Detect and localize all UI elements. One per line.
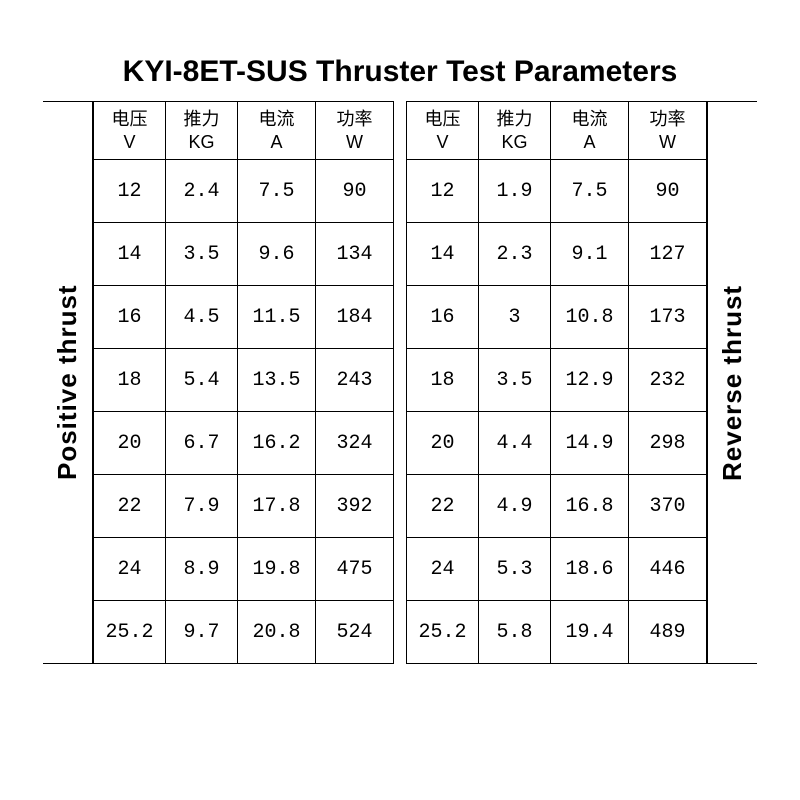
table-cell: 11.5	[238, 286, 316, 349]
column-header: 电流A	[551, 102, 629, 160]
table-cell: 392	[316, 475, 394, 538]
table-cell: 13.5	[238, 349, 316, 412]
table-cell: 12	[94, 160, 166, 223]
table-row: 143.59.6134	[94, 223, 394, 286]
table-row: 204.414.9298	[407, 412, 707, 475]
table-cell: 7.5	[551, 160, 629, 223]
column-header: 功率W	[629, 102, 707, 160]
table-cell: 3.5	[166, 223, 238, 286]
table-cell: 16	[94, 286, 166, 349]
table-header-row: 电压V推力KG电流A功率W	[407, 102, 707, 160]
table-cell: 25.2	[94, 601, 166, 664]
table-cell: 298	[629, 412, 707, 475]
table-row: 224.916.8370	[407, 475, 707, 538]
table-cell: 10.8	[551, 286, 629, 349]
table-cell: 20	[407, 412, 479, 475]
reverse-block: 电压V推力KG电流A功率W 121.97.590142.39.112716310…	[406, 101, 757, 664]
table-cell: 18.6	[551, 538, 629, 601]
column-header: 推力KG	[479, 102, 551, 160]
table-cell: 19.8	[238, 538, 316, 601]
tables-container: Positive thrust 电压V推力KG电流A功率W 122.47.590…	[20, 101, 780, 664]
table-cell: 475	[316, 538, 394, 601]
table-cell: 12.9	[551, 349, 629, 412]
table-cell: 134	[316, 223, 394, 286]
table-row: 122.47.590	[94, 160, 394, 223]
table-cell: 524	[316, 601, 394, 664]
column-header: 电流A	[238, 102, 316, 160]
table-cell: 173	[629, 286, 707, 349]
table-row: 164.511.5184	[94, 286, 394, 349]
table-cell: 16.8	[551, 475, 629, 538]
table-cell: 9.6	[238, 223, 316, 286]
table-cell: 4.4	[479, 412, 551, 475]
table-cell: 243	[316, 349, 394, 412]
column-header: 电压V	[94, 102, 166, 160]
table-cell: 14	[407, 223, 479, 286]
table-row: 227.917.8392	[94, 475, 394, 538]
table-row: 25.25.819.4489	[407, 601, 707, 664]
table-cell: 16	[407, 286, 479, 349]
table-cell: 7.5	[238, 160, 316, 223]
table-cell: 184	[316, 286, 394, 349]
table-row: 25.29.720.8524	[94, 601, 394, 664]
positive-table: 电压V推力KG电流A功率W 122.47.590143.59.6134164.5…	[93, 101, 394, 664]
table-header-row: 电压V推力KG电流A功率W	[94, 102, 394, 160]
table-cell: 5.3	[479, 538, 551, 601]
table-cell: 20	[94, 412, 166, 475]
table-cell: 22	[407, 475, 479, 538]
table-cell: 7.9	[166, 475, 238, 538]
table-cell: 14	[94, 223, 166, 286]
table-cell: 4.9	[479, 475, 551, 538]
table-row: 121.97.590	[407, 160, 707, 223]
table-cell: 9.7	[166, 601, 238, 664]
table-row: 142.39.1127	[407, 223, 707, 286]
table-row: 185.413.5243	[94, 349, 394, 412]
table-cell: 2.3	[479, 223, 551, 286]
table-cell: 127	[629, 223, 707, 286]
table-cell: 446	[629, 538, 707, 601]
table-cell: 24	[407, 538, 479, 601]
column-header: 电压V	[407, 102, 479, 160]
positive-thrust-label: Positive thrust	[43, 101, 93, 664]
column-header: 推力KG	[166, 102, 238, 160]
table-cell: 25.2	[407, 601, 479, 664]
table-cell: 8.9	[166, 538, 238, 601]
table-cell: 19.4	[551, 601, 629, 664]
table-cell: 24	[94, 538, 166, 601]
table-cell: 3.5	[479, 349, 551, 412]
table-row: 248.919.8475	[94, 538, 394, 601]
table-cell: 489	[629, 601, 707, 664]
reverse-thrust-label: Reverse thrust	[707, 101, 757, 664]
table-cell: 14.9	[551, 412, 629, 475]
table-row: 183.512.9232	[407, 349, 707, 412]
table-cell: 5.8	[479, 601, 551, 664]
table-cell: 6.7	[166, 412, 238, 475]
table-row: 206.716.2324	[94, 412, 394, 475]
table-cell: 232	[629, 349, 707, 412]
table-row: 16310.8173	[407, 286, 707, 349]
page-title: KYI-8ET-SUS Thruster Test Parameters	[20, 55, 780, 89]
table-cell: 3	[479, 286, 551, 349]
table-cell: 18	[94, 349, 166, 412]
reverse-table: 电压V推力KG电流A功率W 121.97.590142.39.112716310…	[406, 101, 707, 664]
table-cell: 16.2	[238, 412, 316, 475]
table-cell: 90	[316, 160, 394, 223]
positive-block: Positive thrust 电压V推力KG电流A功率W 122.47.590…	[43, 101, 394, 664]
table-cell: 18	[407, 349, 479, 412]
table-cell: 22	[94, 475, 166, 538]
table-cell: 12	[407, 160, 479, 223]
table-cell: 370	[629, 475, 707, 538]
column-header: 功率W	[316, 102, 394, 160]
table-row: 245.318.6446	[407, 538, 707, 601]
table-cell: 17.8	[238, 475, 316, 538]
table-cell: 20.8	[238, 601, 316, 664]
table-cell: 5.4	[166, 349, 238, 412]
table-cell: 4.5	[166, 286, 238, 349]
table-cell: 90	[629, 160, 707, 223]
table-cell: 324	[316, 412, 394, 475]
table-cell: 9.1	[551, 223, 629, 286]
table-cell: 1.9	[479, 160, 551, 223]
table-cell: 2.4	[166, 160, 238, 223]
